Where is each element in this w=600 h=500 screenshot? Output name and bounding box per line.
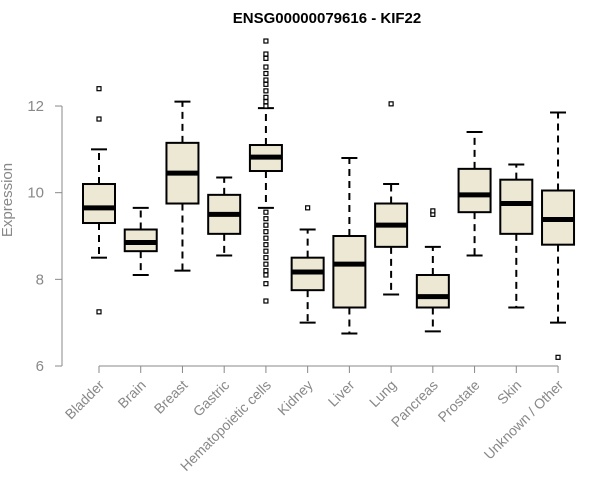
outlier-point: [430, 208, 436, 214]
box-6: [290, 205, 325, 324]
outlier-point: [305, 205, 311, 211]
box-rect: [415, 274, 450, 309]
box-rect: [499, 178, 534, 235]
box-7: [332, 157, 367, 335]
chart-title: ENSG00000079616 - KIF22: [233, 10, 421, 27]
x-tick-label: Skin: [494, 377, 525, 408]
x-tick-label: Breast: [151, 377, 191, 417]
y-tick-label: 12: [27, 98, 44, 115]
box-1: [82, 86, 116, 315]
outlier-point: [263, 298, 269, 304]
box-rect: [82, 183, 116, 225]
box-11: [499, 163, 534, 309]
outlier-point: [263, 99, 269, 105]
outlier-point: [263, 216, 269, 222]
y-axis-label: Expression: [0, 163, 16, 237]
outlier-point: [263, 281, 269, 287]
boxes-group: [82, 38, 576, 360]
outlier-point: [263, 209, 269, 215]
x-tick-label: Prostate: [435, 377, 483, 425]
outlier-point: [96, 86, 102, 92]
outlier-point: [263, 272, 269, 278]
x-tick-label: Brain: [114, 377, 148, 411]
outlier-point: [263, 222, 269, 228]
box-rect: [457, 167, 492, 214]
outlier-point: [263, 103, 269, 109]
outlier-point: [263, 235, 269, 241]
outlier-point: [263, 70, 269, 77]
outlier-point: [263, 255, 269, 261]
outlier-point: [263, 242, 269, 248]
box-3: [165, 100, 200, 272]
outlier-point: [388, 101, 394, 107]
x-tick-label: Liver: [325, 377, 358, 410]
outlier-point: [263, 88, 269, 94]
outlier-point: [96, 116, 102, 122]
box-12: [541, 111, 576, 360]
y-tick-label: 10: [27, 185, 44, 202]
box-2: [123, 206, 158, 277]
outlier-point: [263, 38, 269, 44]
y-tick-label: 6: [36, 358, 44, 375]
box-rect: [332, 235, 367, 309]
x-tick-label: Kidney: [274, 377, 316, 419]
x-tick-label: Lung: [366, 377, 399, 410]
outlier-point: [555, 354, 561, 360]
outlier-point: [263, 261, 269, 267]
box-9: [415, 208, 450, 333]
box-10: [457, 131, 492, 257]
box-5: [248, 38, 283, 304]
outlier-point: [263, 51, 269, 57]
outlier-point: [263, 64, 269, 70]
outlier-point: [263, 94, 269, 100]
x-tick-label: Unknown / Other: [481, 377, 567, 463]
outlier-point: [96, 309, 102, 315]
y-tick-label: 8: [36, 271, 44, 288]
box-8: [374, 101, 409, 296]
outlier-point: [263, 248, 269, 254]
outlier-point: [263, 229, 269, 235]
outlier-point: [263, 81, 269, 87]
outlier-point: [263, 55, 269, 61]
box-4: [207, 176, 242, 257]
x-tick-label: Bladder: [62, 377, 108, 423]
outlier-point: [263, 77, 269, 83]
y-axis: 6 8 10 12: [27, 98, 63, 375]
outlier-point: [263, 268, 269, 274]
